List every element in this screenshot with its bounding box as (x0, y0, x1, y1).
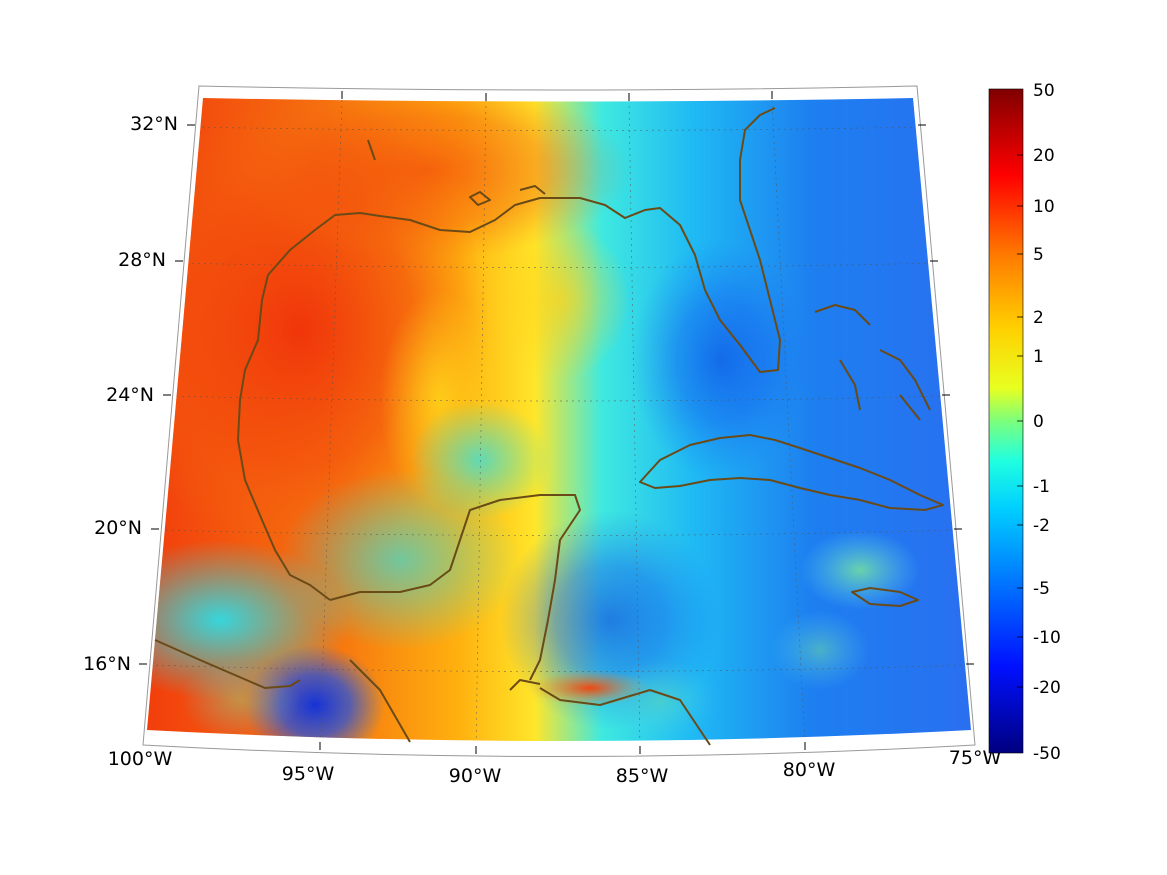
gulf-coastline (154, 107, 781, 706)
bahamas-coastline (814, 304, 931, 421)
graticule (149, 99, 971, 741)
lon-label-95w: 95°W (282, 763, 335, 785)
colorbar-label-neg50: -50 (1033, 744, 1061, 764)
longitude-labels: 100°W 95°W 90°W 85°W 80°W 75°W (108, 747, 1002, 787)
colorbar-ticks (1017, 154, 1023, 688)
colorbar-label-0: 0 (1033, 412, 1044, 432)
latitude-ticks (139, 124, 974, 665)
lat-label-32n: 32°N (130, 113, 178, 135)
lon-label-80w: 80°W (783, 759, 836, 781)
lon-label-100w: 100°W (108, 748, 173, 770)
latitude-labels: 32°N 28°N 24°N 20°N 16°N (83, 113, 178, 675)
cuba-coastline (639, 434, 944, 511)
colorbar-label-5: 5 (1033, 245, 1044, 265)
colorbar-label-50: 50 (1033, 81, 1055, 101)
map-frame (142, 85, 976, 757)
colorbar-label-2: 2 (1033, 308, 1044, 328)
coastlines (154, 107, 944, 746)
colorbar-label-neg1: -1 (1033, 477, 1050, 497)
colorbar-label-neg5: -5 (1033, 579, 1050, 599)
longitude-ticks (319, 91, 806, 754)
lon-label-85w: 85°W (616, 765, 669, 787)
honduras-coastline (509, 679, 711, 746)
lat-label-24n: 24°N (106, 384, 154, 406)
colorbar-label-10: 10 (1033, 197, 1055, 217)
jamaica-coastline (851, 587, 919, 607)
data-field (147, 98, 971, 741)
lat-label-28n: 28°N (118, 249, 166, 271)
colorbar-label-neg2: -2 (1033, 516, 1050, 536)
colorbar-label-neg10: -10 (1033, 628, 1061, 648)
colorbar-label-1: 1 (1033, 347, 1044, 367)
pacific-coastline (349, 659, 411, 743)
lon-label-75w: 75°W (949, 747, 1002, 769)
lon-label-90w: 90°W (449, 765, 502, 787)
lat-label-16n: 16°N (83, 653, 131, 675)
louisiana-islands (367, 139, 546, 206)
colorbar-label-neg20: -20 (1033, 678, 1061, 698)
colorbar-label-20: 20 (1033, 146, 1055, 166)
colorbar: 50 20 10 5 2 1 0 -1 -2 -5 -10 -20 -50 (988, 81, 1061, 764)
lat-label-20n: 20°N (94, 517, 142, 539)
